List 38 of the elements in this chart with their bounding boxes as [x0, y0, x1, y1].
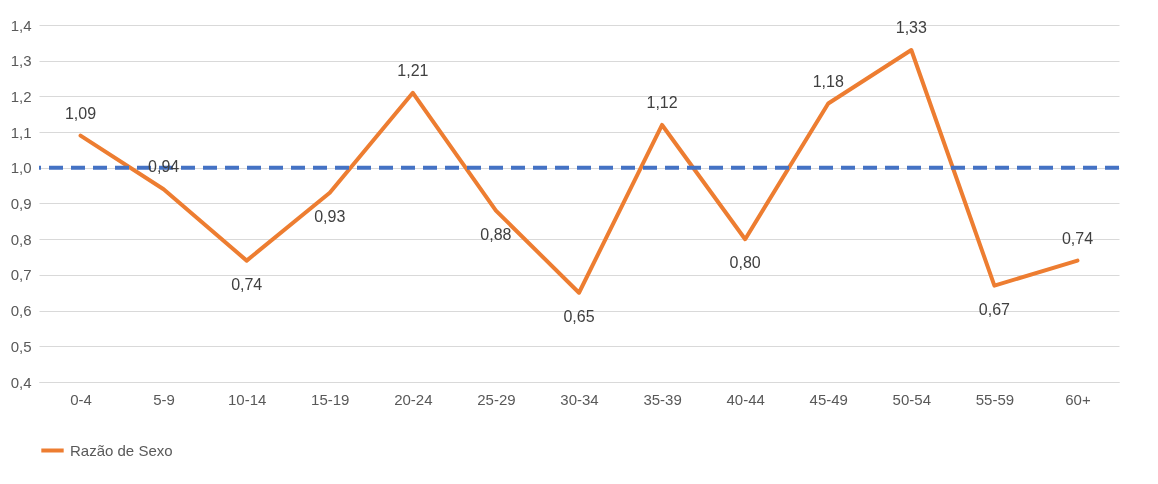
data-label: 0,74: [1061, 229, 1094, 247]
data-label: 0,74: [231, 275, 263, 293]
y-tick-label: 0,6: [10, 302, 32, 320]
y-tick-label: 0,9: [10, 195, 32, 212]
data-label: 1,21: [397, 61, 429, 79]
y-tick-label: 1,0: [10, 159, 32, 177]
x-tick-label: 10-14: [228, 390, 267, 408]
y-tick-label: 0,5: [10, 337, 32, 355]
legend-label: Razão de Sexo: [70, 441, 173, 459]
y-tick-label: 1,3: [10, 52, 32, 70]
x-tick-label: 0-4: [70, 390, 92, 408]
x-tick-label: 15-19: [311, 390, 350, 408]
data-label: 0,94: [148, 158, 180, 176]
x-tick-label: 55-59: [975, 390, 1015, 408]
x-tick-label: 5-9: [153, 390, 175, 408]
data-label: 1,18: [812, 72, 844, 90]
data-label: 1,09: [64, 104, 97, 122]
data-label: 0,80: [729, 254, 761, 272]
data-label: 1,12: [646, 93, 678, 111]
data-label: 0,88: [480, 225, 512, 243]
y-tick-label: 0,8: [10, 230, 32, 248]
data-label: 1,33: [895, 18, 927, 36]
x-tick-label: 50-54: [892, 390, 931, 408]
data-label: 0,93: [314, 207, 346, 225]
x-tick-label: 35-39: [643, 390, 682, 408]
x-tick-label: 20-24: [394, 390, 433, 408]
y-tick-label: 0,7: [10, 266, 32, 284]
y-tick-label: 1,2: [10, 87, 32, 105]
x-tick-label: 45-49: [809, 390, 848, 408]
y-tick-label: 1,1: [10, 123, 32, 141]
y-tick-label: 1,4: [10, 16, 32, 34]
x-tick-label: 30-34: [560, 390, 599, 408]
y-tick-label: 0,4: [10, 373, 32, 391]
x-tick-label: 25-29: [477, 390, 516, 408]
data-label: 0,65: [563, 307, 595, 325]
x-tick-label: 40-44: [726, 390, 765, 408]
x-tick-label: 60+: [1065, 390, 1091, 408]
data-label: 0,67: [978, 300, 1011, 318]
